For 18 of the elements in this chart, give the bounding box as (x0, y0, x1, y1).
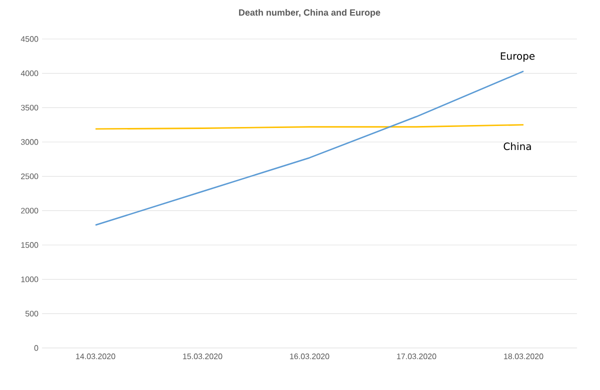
x-tick-label: 18.03.2020 (504, 354, 544, 360)
series-label: China (504, 142, 531, 150)
y-tick-label: 4000 (20, 70, 38, 76)
series-label: Europe (500, 52, 535, 62)
y-tick-label: 1500 (21, 242, 38, 248)
y-tick-label: 4500 (20, 36, 38, 42)
y-tick-label: 1000 (21, 276, 38, 282)
x-tick-label: 15.03.2020 (183, 354, 222, 360)
chart-title: Death number, China and Europe (239, 9, 380, 18)
y-tick-label: 3500 (20, 104, 38, 110)
y-tick-label: 2500 (21, 173, 38, 180)
x-tick-label: 14.03.2020 (76, 354, 116, 360)
y-tick-label: 0 (34, 345, 38, 351)
x-tick-label: 17.03.2020 (397, 354, 436, 360)
y-tick-label: 500 (25, 310, 38, 316)
y-tick-label: 3000 (20, 139, 38, 145)
x-tick-label: 16.03.2020 (290, 354, 330, 360)
y-tick-label: 2000 (21, 208, 38, 214)
